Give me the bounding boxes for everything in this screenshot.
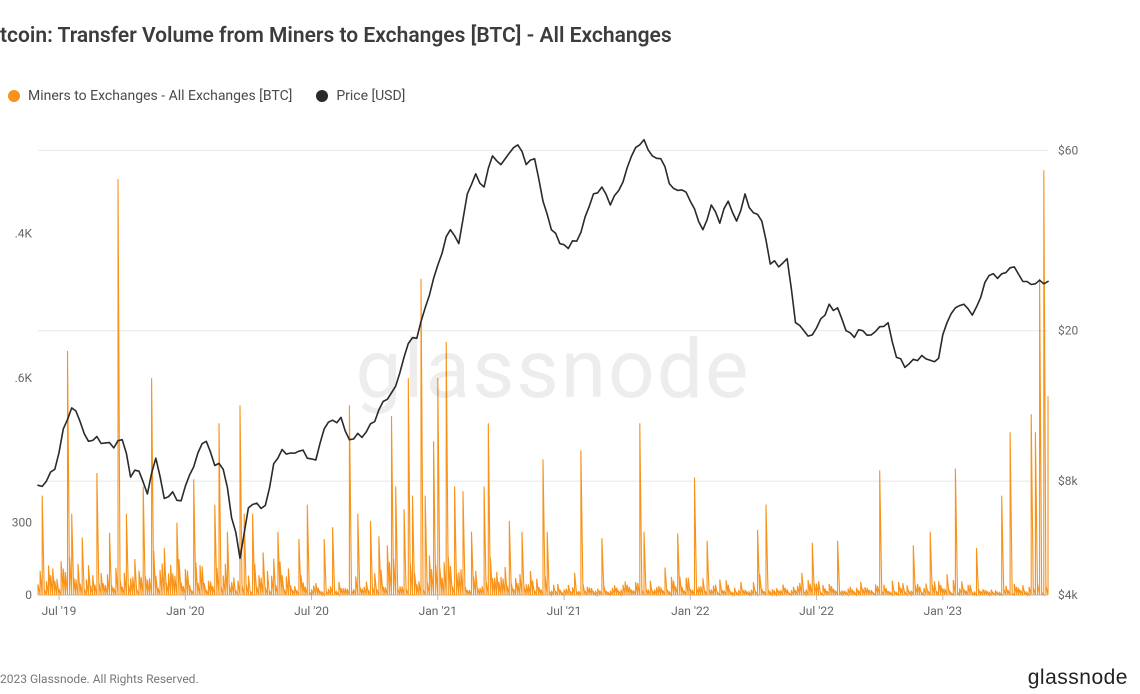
footer-copyright: 2023 Glassnode. All Rights Reserved. (0, 672, 199, 686)
svg-text:Jul '21: Jul '21 (547, 604, 582, 618)
svg-text:Jul '19: Jul '19 (42, 604, 77, 618)
svg-text:$4k: $4k (1058, 588, 1078, 602)
svg-text:$20: $20 (1058, 324, 1078, 338)
legend-label-volume: Miners to Exchanges - All Exchanges [BTC… (28, 88, 292, 104)
svg-text:.6K: .6K (15, 371, 33, 385)
svg-text:Jan '20: Jan '20 (166, 604, 205, 618)
plot-container: $4k $8k $20 $60 0 300 .6K .4K Jul '19 Jan '20 Jul … (8, 115, 1098, 625)
legend-swatch-volume (8, 90, 20, 102)
svg-text:0: 0 (25, 588, 32, 602)
svg-text:$8k: $8k (1058, 474, 1078, 488)
page-root: tcoin: Transfer Volume from Miners to Ex… (0, 0, 1140, 694)
svg-text:Jan '22: Jan '22 (671, 604, 710, 618)
legend-swatch-price (316, 90, 328, 102)
chart-title: tcoin: Transfer Volume from Miners to Ex… (0, 24, 672, 48)
svg-text:Jan '21: Jan '21 (419, 604, 457, 618)
svg-text:.4K: .4K (15, 226, 33, 240)
svg-text:Jul '20: Jul '20 (294, 604, 329, 618)
legend: Miners to Exchanges - All Exchanges [BTC… (8, 88, 405, 104)
svg-text:$60: $60 (1058, 143, 1078, 157)
svg-text:300: 300 (12, 516, 32, 530)
chart-svg: $4k $8k $20 $60 0 300 .6K .4K Jul '19 Jan '20 Jul … (8, 115, 1098, 625)
legend-item-volume: Miners to Exchanges - All Exchanges [BTC… (8, 88, 292, 104)
brand-logo: glassnode (1028, 666, 1128, 690)
svg-text:Jan '23: Jan '23 (924, 604, 962, 618)
svg-text:Jul '22: Jul '22 (799, 604, 834, 618)
legend-label-price: Price [USD] (336, 88, 405, 104)
legend-item-price: Price [USD] (316, 88, 405, 104)
